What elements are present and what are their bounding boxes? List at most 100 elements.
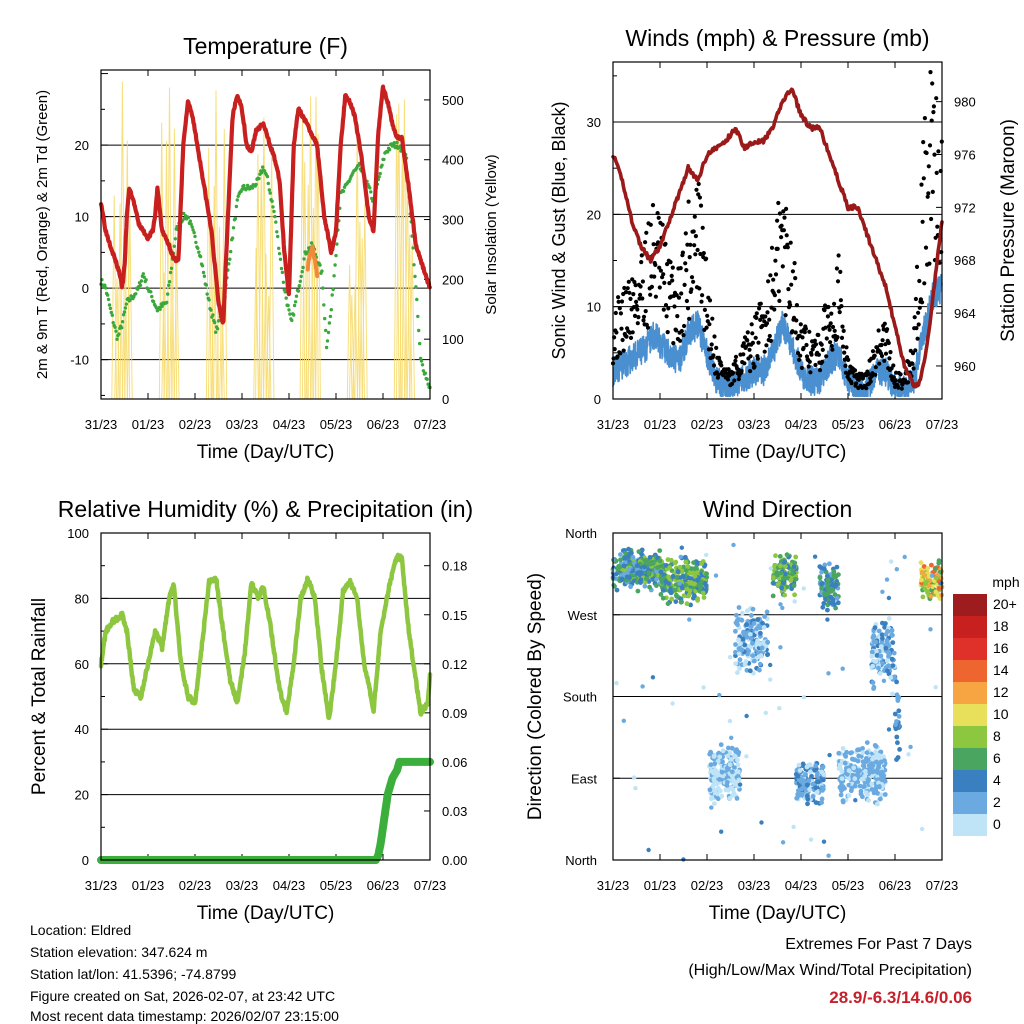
direction-point xyxy=(894,734,900,740)
direction-point xyxy=(895,740,900,746)
direction-point xyxy=(770,593,776,599)
direction-point xyxy=(644,576,649,582)
insolation-spike xyxy=(161,272,167,400)
direction-point xyxy=(839,776,845,781)
gust-point xyxy=(790,329,795,334)
gust-point xyxy=(682,323,687,329)
dewpoint-point xyxy=(211,313,215,317)
direction-point xyxy=(611,568,616,573)
direction-point xyxy=(735,762,741,768)
direction-point xyxy=(614,587,620,593)
direction-point xyxy=(760,620,765,626)
gust-point xyxy=(914,326,919,331)
dewpoint-point xyxy=(334,253,338,258)
direction-point xyxy=(855,747,860,753)
dewpoint-point xyxy=(278,257,283,261)
insolation-spike xyxy=(169,242,175,400)
direction-point xyxy=(817,575,823,581)
direction-point xyxy=(642,583,648,589)
direction-point xyxy=(834,564,840,570)
dewpoint-point xyxy=(207,298,211,302)
pressure-y2tick-label: 976 xyxy=(954,148,976,163)
direction-point xyxy=(621,563,627,569)
direction-point xyxy=(684,601,690,607)
direction-point xyxy=(751,632,757,638)
direction-point xyxy=(873,648,879,654)
gust-point xyxy=(820,347,825,352)
direction-point xyxy=(908,744,913,750)
gust-point xyxy=(803,326,809,331)
direction-point xyxy=(879,632,885,638)
colorbar-label: 0 xyxy=(993,816,1001,832)
direction-point xyxy=(777,554,783,559)
direction-point xyxy=(878,749,884,755)
panel2-frame xyxy=(100,532,431,861)
direction-point xyxy=(869,653,875,659)
gust-point xyxy=(684,298,690,304)
direction-point xyxy=(641,564,647,570)
gust-point xyxy=(882,321,887,326)
dewpoint-point xyxy=(106,297,111,302)
direction-point xyxy=(735,670,740,675)
direction-point xyxy=(654,568,659,574)
gust-point xyxy=(839,304,844,309)
direction-point xyxy=(729,773,735,779)
extremes-values: 28.9/-6.3/14.6/0.06 xyxy=(829,988,972,1007)
colorbar-swatch xyxy=(953,638,987,660)
colorbar-label: 18 xyxy=(993,618,1009,634)
gust-point xyxy=(911,366,916,371)
dewpoint-point xyxy=(186,215,191,220)
gust-point xyxy=(693,234,699,239)
insolation-spike xyxy=(158,122,165,400)
direction-point xyxy=(878,759,884,765)
precipitation-line xyxy=(97,757,434,864)
direction-point xyxy=(687,588,693,594)
direction-point xyxy=(885,668,890,674)
direction-point xyxy=(759,820,764,825)
panel2-xtick-label: 31/23 xyxy=(85,878,118,893)
dewpoint-point xyxy=(134,292,138,296)
gust-point xyxy=(655,211,660,216)
dewpoint-point xyxy=(416,314,420,319)
gust-point xyxy=(913,296,919,302)
direction-point xyxy=(869,787,875,792)
gust-point xyxy=(802,330,807,335)
gust-point xyxy=(748,354,753,359)
panel3-xtick-label: 06/23 xyxy=(879,878,912,893)
gust-point xyxy=(852,368,858,373)
gust-point xyxy=(872,353,877,358)
dewpoint-point xyxy=(418,356,423,361)
gust-point xyxy=(619,299,625,304)
dewpoint-point xyxy=(332,274,336,278)
gust-point xyxy=(665,262,670,267)
direction-point xyxy=(792,599,797,604)
gust-point xyxy=(688,242,693,247)
direction-point xyxy=(848,788,854,794)
panel1-xtick-label: 03/23 xyxy=(738,417,771,432)
dewpoint-point xyxy=(335,242,339,246)
gust-point xyxy=(838,298,844,303)
gust-point xyxy=(792,261,797,266)
dewpoint-point xyxy=(169,266,174,270)
dewpoint-point xyxy=(168,270,173,275)
gust-point xyxy=(915,336,920,341)
direction-point xyxy=(735,757,740,763)
gust-point xyxy=(927,143,933,148)
direction-point xyxy=(831,569,837,575)
dewpoint-point xyxy=(104,286,108,290)
direction-point xyxy=(715,758,721,764)
gust-point xyxy=(695,247,700,253)
direction-point xyxy=(672,560,678,566)
gust-point xyxy=(741,341,746,346)
direction-point xyxy=(804,764,810,770)
gust-point xyxy=(926,164,931,169)
dewpoint-point xyxy=(292,303,297,308)
direction-point xyxy=(864,750,870,755)
panel0-xlabel: Time (Day/UTC) xyxy=(197,442,335,463)
direction-point xyxy=(881,678,887,683)
gust-point xyxy=(936,149,941,154)
direction-point xyxy=(735,769,741,775)
gust-point xyxy=(656,240,661,245)
direction-point xyxy=(683,582,688,588)
direction-point xyxy=(683,559,689,565)
